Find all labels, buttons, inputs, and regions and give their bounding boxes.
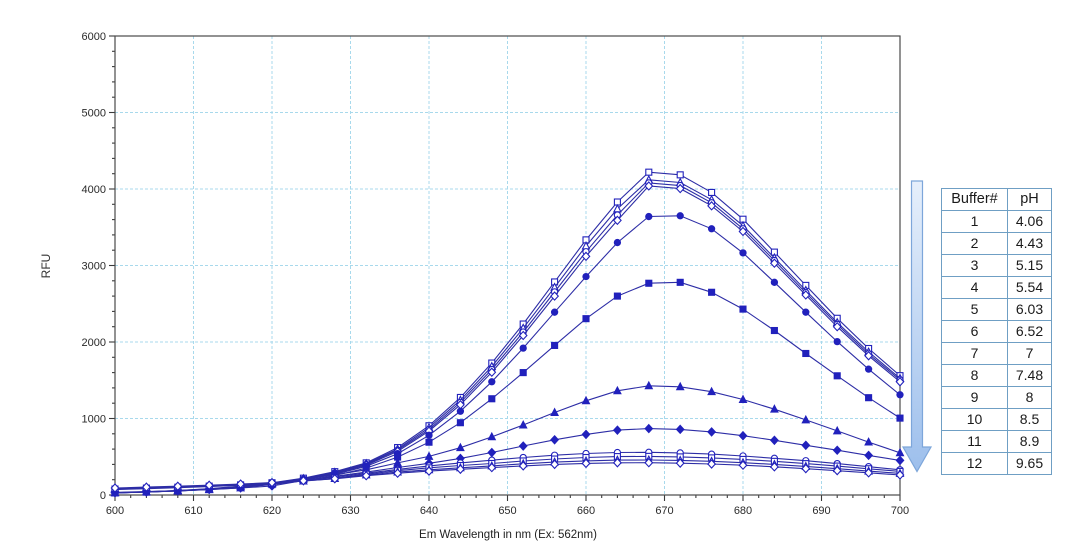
svg-text:700: 700 <box>891 505 909 517</box>
axis-ticks <box>109 35 901 501</box>
svg-text:640: 640 <box>420 505 438 517</box>
buffer-number-cell: 2 <box>941 232 1008 255</box>
svg-text:1000: 1000 <box>82 414 106 426</box>
buffer-number-cell: 7 <box>941 342 1008 365</box>
ph-value-cell: 4.43 <box>1007 232 1052 255</box>
table-row: 10 8.5 <box>941 408 1052 431</box>
svg-text:650: 650 <box>498 505 516 517</box>
x-axis-label: Em Wavelength in nm (Ex: 562nm) <box>419 529 597 541</box>
table-row: 12 9.65 <box>941 452 1052 475</box>
table-row: 6 6.52 <box>941 320 1052 343</box>
buffer-ph-table: Buffer# pH 1 4.06 2 4.43 3 5.15 4 5.54 5 6.03 6 6.5… <box>941 188 1052 475</box>
svg-text:690: 690 <box>812 505 830 517</box>
buffer-number-cell: 11 <box>941 430 1008 453</box>
table-row: 3 5.15 <box>941 254 1052 277</box>
table-row: 4 5.54 <box>941 276 1052 299</box>
svg-text:5000: 5000 <box>82 108 106 120</box>
buffer-number-cell: 5 <box>941 298 1008 321</box>
svg-text:4000: 4000 <box>82 184 106 196</box>
ph-value-cell: 4.06 <box>1007 210 1052 233</box>
table-row: 11 8.9 <box>941 430 1052 453</box>
buffer-number-cell: 12 <box>941 452 1008 475</box>
buffer-number-cell: 8 <box>941 364 1008 387</box>
svg-text:670: 670 <box>655 505 673 517</box>
svg-text:610: 610 <box>184 505 202 517</box>
table-row: 8 7.48 <box>941 364 1052 387</box>
svg-text:600: 600 <box>106 505 124 517</box>
table-row: 1 4.06 <box>941 210 1052 233</box>
ph-value-cell: 6.03 <box>1007 298 1052 321</box>
ph-value-cell: 6.52 <box>1007 320 1052 343</box>
buffer-number-cell: 3 <box>941 254 1008 277</box>
buffer-number-cell: 4 <box>941 276 1008 299</box>
table-row: 5 6.03 <box>941 298 1052 321</box>
table-header-ph: pH <box>1007 188 1052 211</box>
ph-value-cell: 8.9 <box>1007 430 1052 453</box>
table-row: 2 4.43 <box>941 232 1052 255</box>
ph-value-cell: 8 <box>1007 386 1052 409</box>
ph-value-cell: 5.54 <box>1007 276 1052 299</box>
plot-border <box>114 35 901 496</box>
buffer-number-cell: 10 <box>941 408 1008 431</box>
ph-value-cell: 9.65 <box>1007 452 1052 475</box>
ph-value-cell: 7 <box>1007 342 1052 365</box>
table-header-row: Buffer# pH <box>941 188 1052 211</box>
table-header-buffer: Buffer# <box>941 188 1008 211</box>
buffer-number-cell: 6 <box>941 320 1008 343</box>
buffer-number-cell: 1 <box>941 210 1008 233</box>
ph-value-cell: 7.48 <box>1007 364 1052 387</box>
ph-direction-arrow-icon <box>901 180 933 473</box>
gridlines <box>115 36 900 495</box>
svg-text:630: 630 <box>341 505 359 517</box>
y-axis-label: RFU <box>39 254 53 279</box>
svg-text:620: 620 <box>263 505 281 517</box>
svg-text:680: 680 <box>734 505 752 517</box>
svg-text:0: 0 <box>100 490 106 502</box>
svg-text:3000: 3000 <box>82 261 106 273</box>
axis-tick-labels: 600 610 620 630 640 650 660 670 680 690 700 0 1000 20… <box>82 31 910 517</box>
svg-text:660: 660 <box>577 505 595 517</box>
svg-text:2000: 2000 <box>82 337 106 349</box>
ph-value-cell: 8.5 <box>1007 408 1052 431</box>
data-series <box>110 168 905 498</box>
series-buffer-12 <box>110 457 905 493</box>
svg-text:6000: 6000 <box>82 31 106 43</box>
buffer-number-cell: 9 <box>941 386 1008 409</box>
ph-value-cell: 5.15 <box>1007 254 1052 277</box>
